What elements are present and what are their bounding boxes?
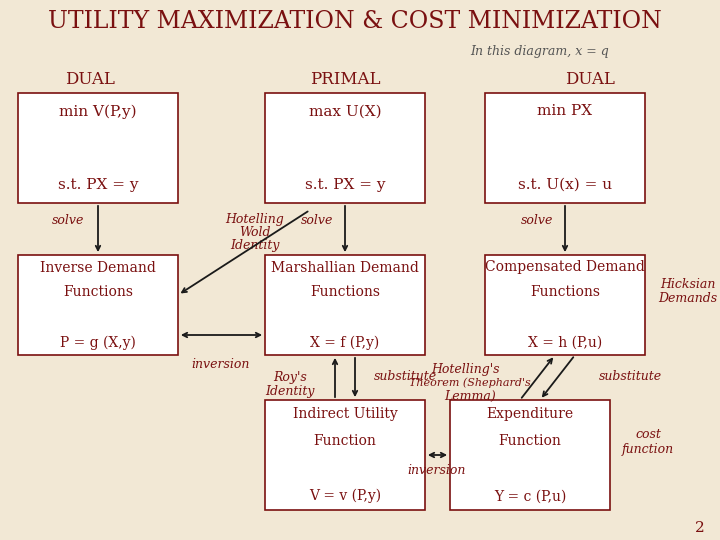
Text: substitute: substitute	[374, 370, 436, 383]
Text: Wold: Wold	[239, 226, 271, 240]
Text: 2: 2	[695, 521, 705, 535]
Text: Functions: Functions	[530, 286, 600, 300]
Text: X = h (P,u): X = h (P,u)	[528, 335, 602, 349]
Text: Functions: Functions	[63, 286, 133, 300]
Bar	[265, 400, 425, 510]
Bar	[450, 400, 610, 510]
Text: Identity: Identity	[265, 384, 315, 397]
FancyArrowPatch shape	[430, 453, 445, 457]
Text: min PX: min PX	[537, 104, 593, 118]
FancyArrowPatch shape	[183, 333, 260, 337]
Text: DUAL: DUAL	[65, 71, 115, 89]
Text: s.t. U(x) = u: s.t. U(x) = u	[518, 178, 612, 192]
FancyArrowPatch shape	[96, 206, 100, 250]
Text: Roy's: Roy's	[273, 370, 307, 383]
Text: Demands: Demands	[658, 293, 718, 306]
Text: s.t. PX = y: s.t. PX = y	[58, 178, 138, 192]
Bar	[18, 255, 178, 355]
Text: Functions: Functions	[310, 286, 380, 300]
Text: DUAL: DUAL	[565, 71, 615, 89]
Text: cost: cost	[635, 429, 661, 442]
Text: Marshallian Demand: Marshallian Demand	[271, 260, 419, 274]
Text: Indirect Utility: Indirect Utility	[292, 407, 397, 421]
Text: s.t. PX = y: s.t. PX = y	[305, 178, 385, 192]
Text: max U(X): max U(X)	[309, 104, 382, 118]
Text: Lemma): Lemma)	[444, 389, 496, 402]
Text: inversion: inversion	[192, 359, 250, 372]
Text: min V(P,y): min V(P,y)	[59, 104, 137, 118]
Text: Inverse Demand: Inverse Demand	[40, 260, 156, 274]
Text: Compensated Demand: Compensated Demand	[485, 260, 645, 274]
Text: Function: Function	[498, 434, 562, 448]
FancyArrowPatch shape	[543, 357, 573, 396]
Text: solve: solve	[521, 214, 553, 227]
Text: Hotelling: Hotelling	[225, 213, 284, 226]
Text: Identity: Identity	[230, 240, 280, 253]
Text: inversion: inversion	[408, 463, 466, 476]
Text: Expenditure: Expenditure	[487, 407, 574, 421]
FancyArrowPatch shape	[343, 206, 347, 250]
Text: V = v (P,y): V = v (P,y)	[309, 489, 381, 503]
Text: solve: solve	[301, 214, 333, 227]
Bar	[485, 255, 645, 355]
Text: solve: solve	[52, 214, 84, 227]
Bar	[18, 93, 178, 203]
FancyArrowPatch shape	[522, 359, 552, 398]
Text: X = f (P,y): X = f (P,y)	[310, 335, 379, 350]
Text: P = g (X,y): P = g (X,y)	[60, 335, 136, 350]
FancyArrowPatch shape	[353, 358, 357, 395]
FancyArrowPatch shape	[563, 206, 567, 250]
Bar	[265, 93, 425, 203]
FancyArrowPatch shape	[333, 360, 337, 397]
Text: Function: Function	[314, 434, 377, 448]
Text: Theorem (Shephard's: Theorem (Shephard's	[409, 377, 531, 388]
Text: Hotelling's: Hotelling's	[431, 362, 499, 375]
FancyArrowPatch shape	[182, 212, 307, 292]
Text: Hicksian: Hicksian	[660, 279, 716, 292]
Text: substitute: substitute	[598, 370, 662, 383]
Text: function: function	[622, 442, 674, 456]
Bar	[485, 93, 645, 203]
Bar	[265, 255, 425, 355]
Text: Y = c (P,u): Y = c (P,u)	[494, 489, 566, 503]
Text: UTILITY MAXIMIZATION & COST MINIMIZATION: UTILITY MAXIMIZATION & COST MINIMIZATION	[48, 10, 662, 33]
Text: In this diagram, x = q: In this diagram, x = q	[471, 45, 609, 58]
Text: PRIMAL: PRIMAL	[310, 71, 380, 89]
